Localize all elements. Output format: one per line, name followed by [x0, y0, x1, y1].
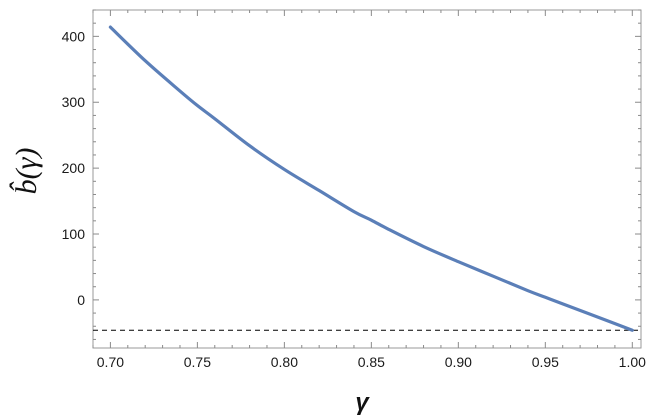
x-axis-ticks: 0.70 0.75 0.80 0.85 0.90 0.95 1.00	[97, 354, 646, 370]
x-tick-label: 0.80	[271, 354, 298, 370]
y-tick-label: 100	[62, 226, 86, 242]
y-tick-label: 400	[62, 28, 86, 44]
y-axis-ticks: 0 100 200 300 400	[62, 28, 86, 308]
y-tick-label: 0	[77, 292, 85, 308]
x-tick-label: 0.75	[184, 354, 211, 370]
series-lines	[108, 25, 634, 332]
x-tick-label: 0.90	[445, 354, 472, 370]
y-tick-label: 200	[62, 160, 86, 176]
y-axis-label: b̂(γ)	[9, 148, 43, 195]
x-tick-label: 1.00	[619, 354, 646, 370]
x-tick-label: 0.70	[97, 354, 124, 370]
x-tick-label: 0.95	[532, 354, 559, 370]
plot-border	[92, 9, 642, 349]
x-tick-label: 0.85	[358, 354, 385, 370]
series-line	[108, 25, 634, 332]
x-axis-label: γ	[355, 389, 370, 416]
y-tick-label: 300	[62, 94, 86, 110]
plot-frame	[92, 9, 642, 349]
